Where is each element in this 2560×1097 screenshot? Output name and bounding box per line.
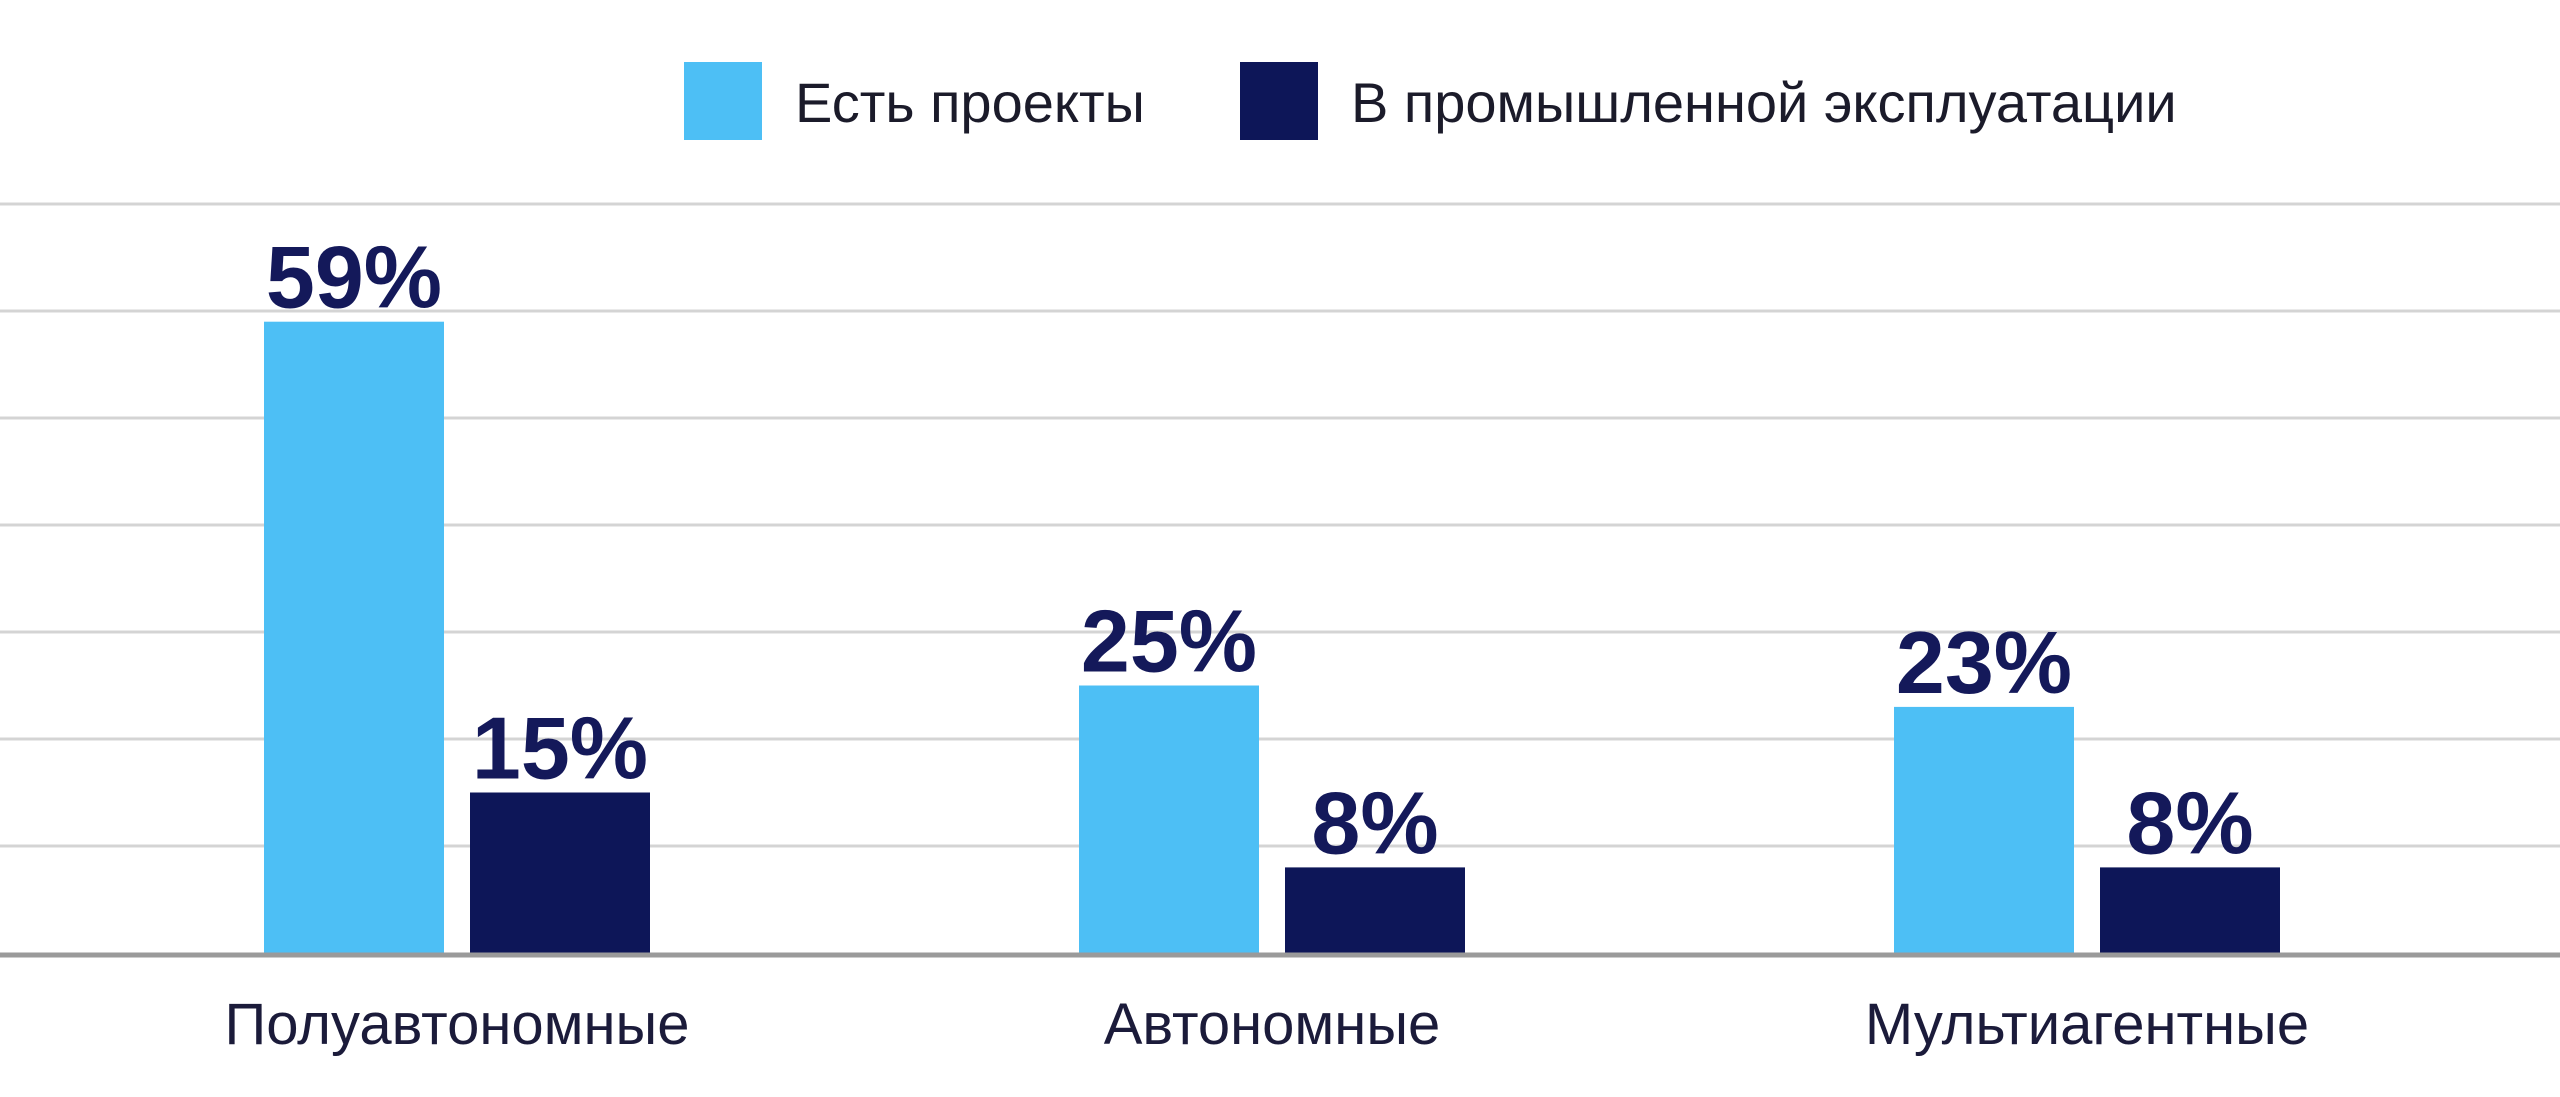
bar-production-1 [1285,867,1465,953]
legend-swatch [684,62,762,140]
value-label: 25% [1081,592,1257,691]
legend: Есть проекты В промышленной эксплуатации [684,62,2177,140]
category-label: Мультиагентные [1865,992,2309,1057]
bar-projects-1 [1079,685,1259,953]
legend-swatch [1240,62,1318,140]
category-labels: Полуавтономные Автономные Мультиагентные [225,992,2310,1057]
value-label: 8% [2126,773,2253,872]
value-labels: 59% 15% 25% 8% 23% 8% [266,228,2254,873]
category-label: Полуавтономные [225,992,690,1057]
value-label: 8% [1311,773,1438,872]
bars [264,321,2280,953]
legend-label: В промышленной эксплуатации [1351,71,2177,134]
bar-production-2 [2100,867,2280,953]
value-label: 15% [472,699,648,798]
bar-production-0 [470,792,650,953]
category-label: Автономные [1104,992,1441,1057]
value-label: 59% [266,228,442,327]
legend-label: Есть проекты [795,71,1145,134]
value-label: 23% [1896,613,2072,712]
bar-projects-0 [264,321,444,953]
bar-projects-2 [1894,706,2074,953]
